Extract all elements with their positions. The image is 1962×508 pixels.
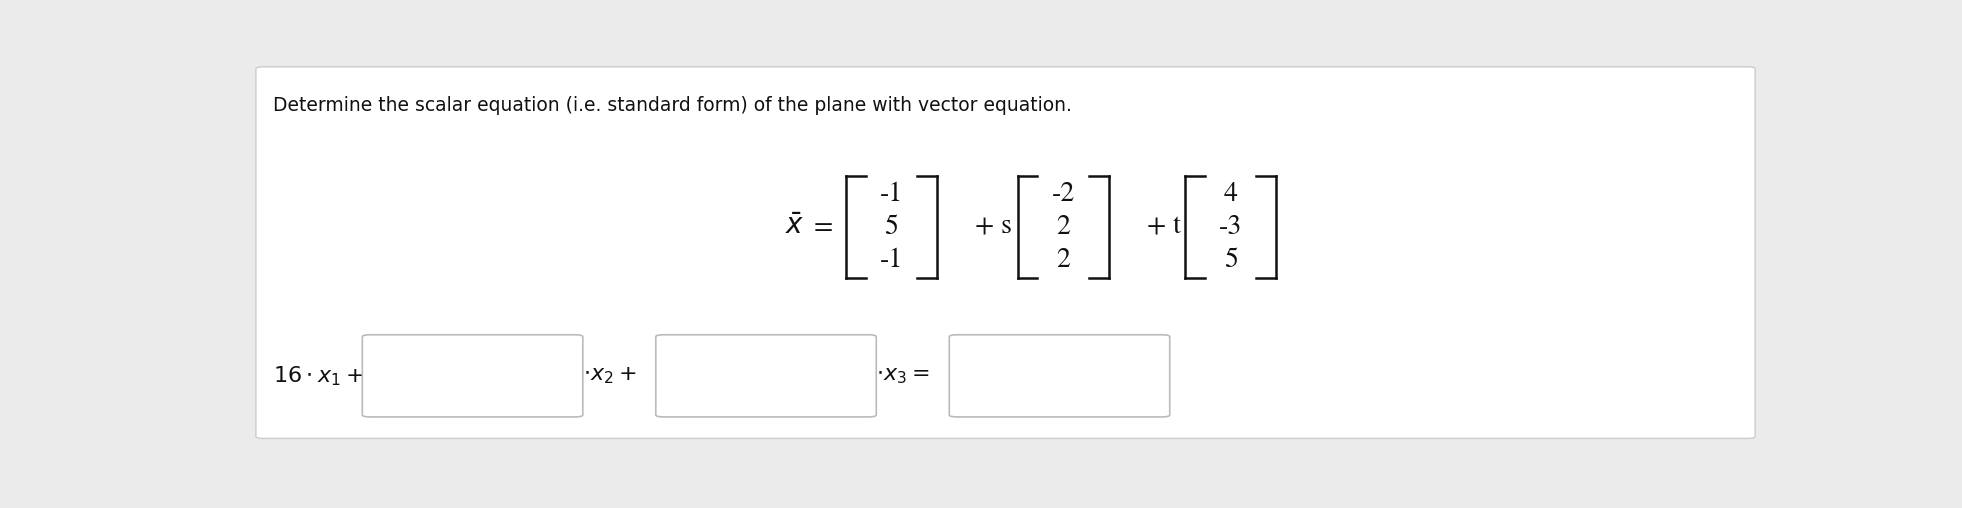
Text: $\cdot x_3 =$: $\cdot x_3 =$ bbox=[877, 366, 930, 386]
FancyBboxPatch shape bbox=[655, 335, 877, 417]
Text: + s: + s bbox=[975, 215, 1012, 240]
Text: $\cdot x_2 +$: $\cdot x_2 +$ bbox=[583, 366, 636, 386]
Text: 4: 4 bbox=[1224, 181, 1238, 207]
Text: $16 \cdot x_1 +$: $16 \cdot x_1 +$ bbox=[273, 364, 363, 388]
FancyBboxPatch shape bbox=[255, 67, 1756, 438]
FancyBboxPatch shape bbox=[950, 335, 1169, 417]
Text: -2: -2 bbox=[1052, 181, 1075, 207]
FancyBboxPatch shape bbox=[363, 335, 583, 417]
Text: 5: 5 bbox=[1224, 248, 1238, 273]
Text: -3: -3 bbox=[1218, 215, 1242, 240]
Text: -1: -1 bbox=[879, 248, 903, 273]
Text: -1: -1 bbox=[879, 181, 903, 207]
Text: $\bar{x}$: $\bar{x}$ bbox=[785, 214, 804, 240]
Text: + t: + t bbox=[1148, 215, 1181, 240]
Text: 5: 5 bbox=[885, 215, 899, 240]
Text: Determine the scalar equation (i.e. standard form) of the plane with vector equa: Determine the scalar equation (i.e. stan… bbox=[273, 96, 1071, 115]
Text: =: = bbox=[814, 215, 834, 240]
Text: 2: 2 bbox=[1056, 215, 1069, 240]
Text: 2: 2 bbox=[1056, 248, 1069, 273]
